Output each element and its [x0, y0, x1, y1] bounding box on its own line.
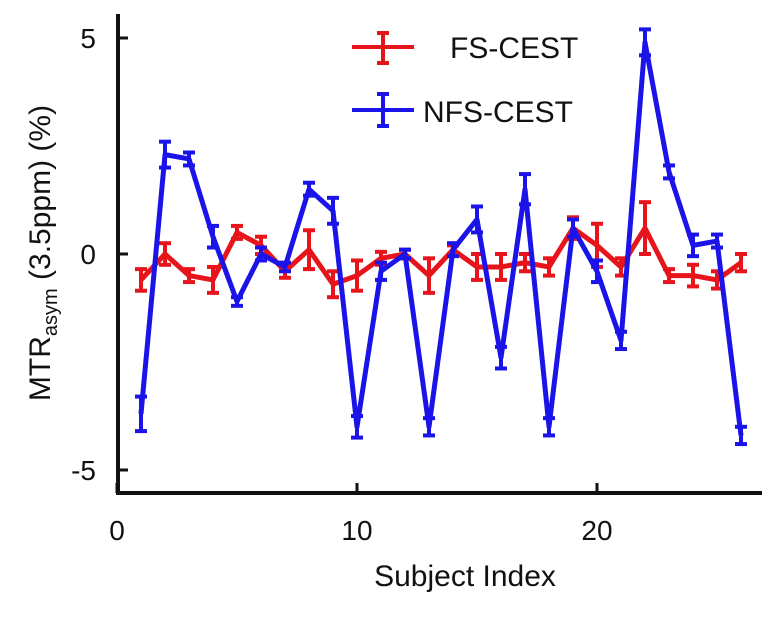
errorbar-nfs-cest-19 — [567, 217, 579, 239]
legend-item-fs-cest: FS-CEST — [352, 31, 578, 65]
y-axis-title: MTRasym (3.5ppm) (%) — [24, 105, 62, 401]
errorbar-fs-cest-8 — [303, 228, 315, 272]
errorbar-fs-cest-1 — [135, 267, 147, 293]
errorbar-nfs-cest-25 — [711, 232, 723, 250]
legend: FS-CEST NFS-CEST — [352, 31, 578, 129]
x-tick-label-0: 0 — [109, 515, 125, 546]
errorbar-nfs-cest-2 — [159, 139, 171, 170]
errorbar-nfs-cest-3 — [183, 150, 195, 168]
series-fs-cest — [135, 200, 747, 300]
y-axis-title-subscript: asym — [40, 288, 62, 336]
errorbar-nfs-cest-24 — [687, 232, 699, 259]
y-tick-label-0: 0 — [80, 239, 96, 270]
errorbar-fs-cest-18 — [543, 256, 555, 278]
errorbar-nfs-cest-9 — [327, 195, 339, 226]
errorbar-nfs-cest-20 — [591, 258, 603, 285]
errorbar-fs-cest-24 — [687, 262, 699, 289]
errorbar-fs-cest-16 — [495, 252, 507, 282]
errorbar-nfs-cest-10 — [351, 414, 363, 440]
errorbar-nfs-cest-14 — [447, 241, 459, 259]
errorbar-nfs-cest-11 — [375, 260, 387, 282]
errorbar-nfs-cest-13 — [423, 416, 435, 438]
errorbar-fs-cest-3 — [183, 267, 195, 285]
errorbar-fs-cest-22 — [639, 200, 651, 256]
x-axis-title: Subject Index — [374, 560, 556, 593]
errorbar-fs-cest-9 — [327, 269, 339, 300]
series-line-nfs-cest — [138, 39, 744, 436]
x-tick-label-20: 20 — [581, 515, 612, 546]
series-nfs-cest — [135, 27, 747, 447]
y-axis-title-rest: (3.5ppm) (%) — [24, 105, 57, 288]
errorbar-nfs-cest-1 — [135, 394, 147, 434]
errorbar-nfs-cest-6 — [255, 245, 267, 263]
errorbar-fs-cest-2 — [159, 241, 171, 267]
errorbar-nfs-cest-4 — [207, 223, 219, 250]
x-tick-label-10: 10 — [341, 515, 372, 546]
legend-item-nfs-cest: NFS-CEST — [352, 92, 573, 129]
legend-label-nfs-cest: NFS-CEST — [423, 96, 573, 129]
errorbar-nfs-cest-7 — [279, 260, 291, 274]
errorbar-nfs-cest-12 — [399, 247, 411, 261]
axis-ticks: 0 10 20 5 0 -5 — [71, 23, 612, 546]
y-tick-label-neg5: -5 — [71, 455, 96, 486]
errorbar-nfs-cest-23 — [663, 163, 675, 181]
errorbar-fs-cest-10 — [351, 258, 363, 293]
legend-label-fs-cest: FS-CEST — [450, 32, 578, 65]
y-axis-title-main: MTR — [24, 336, 57, 401]
errorbar-fs-cest-17 — [519, 252, 531, 274]
errorbar-fs-cest-4 — [207, 264, 219, 295]
errorbar-nfs-cest-18 — [543, 416, 555, 438]
errorbar-fs-cest-5 — [231, 223, 243, 241]
errorbar-fs-cest-23 — [663, 267, 675, 285]
errorbar-nfs-cest-16 — [495, 344, 507, 371]
errorbar-nfs-cest-22 — [639, 27, 651, 58]
errorbar-fs-cest-26 — [735, 252, 747, 274]
series-layer — [135, 27, 747, 447]
errorbar-nfs-cest-5 — [231, 295, 243, 308]
plot-area: 0 10 20 5 0 -5 — [71, 14, 762, 546]
y-tick-label-5: 5 — [80, 23, 96, 54]
series-line-fs-cest — [139, 225, 743, 287]
errorbar-nfs-cest-8 — [303, 180, 315, 198]
errorbar-nfs-cest-26 — [735, 424, 747, 447]
errorbar-fs-cest-13 — [423, 256, 435, 295]
errorbar-nfs-cest-15 — [471, 204, 483, 235]
errorbar-nfs-cest-17 — [519, 172, 531, 207]
errorbar-nfs-cest-21 — [615, 329, 627, 352]
